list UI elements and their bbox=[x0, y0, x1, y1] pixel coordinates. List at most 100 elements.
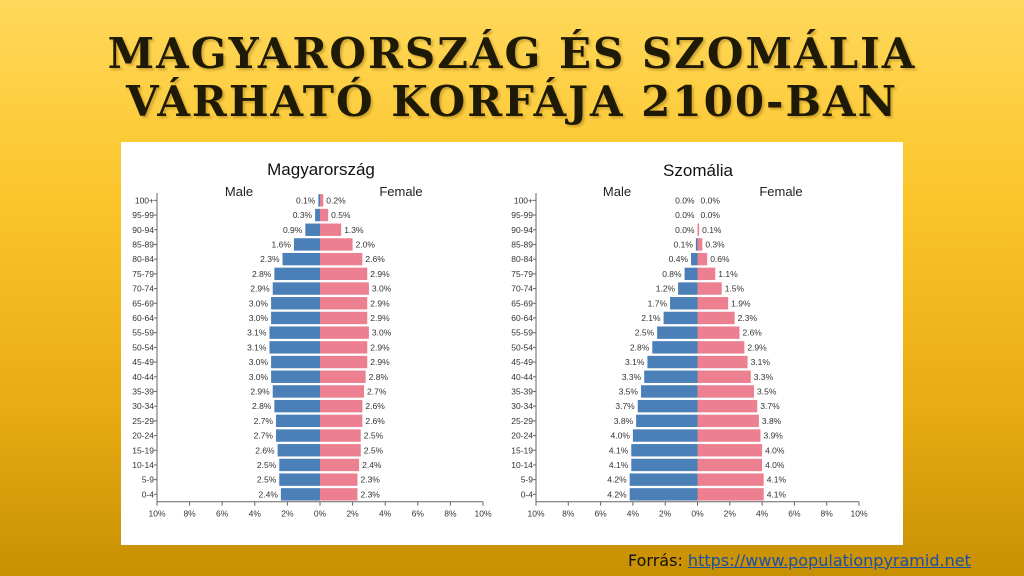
source-link[interactable]: https://www.populationpyramid.net bbox=[687, 551, 971, 570]
hu-female-bar bbox=[320, 341, 368, 354]
so-x-tick-label: 2% bbox=[659, 509, 672, 519]
so-male-bar bbox=[632, 429, 698, 442]
hu-male-bar bbox=[271, 311, 320, 325]
so-age-label: 75-79 bbox=[511, 269, 533, 279]
hu-female-value-label: 2.7% bbox=[367, 386, 387, 396]
so-female-value-label: 2.3% bbox=[738, 313, 758, 323]
hu-male-value-label: 2.7% bbox=[254, 431, 274, 441]
hu-male-bar bbox=[305, 223, 320, 236]
so-female-value-label: 0.0% bbox=[701, 210, 721, 220]
so-female-bar bbox=[697, 488, 764, 501]
so-female-bar bbox=[697, 429, 761, 442]
hu-x-tick-label: 8% bbox=[444, 509, 457, 519]
slide-title: Magyarország és Szomália várható korfája… bbox=[0, 30, 1024, 126]
so-age-label: 100+ bbox=[514, 195, 533, 205]
so-female-value-label: 2.6% bbox=[742, 328, 762, 338]
hu-age-label: 50-54 bbox=[132, 342, 154, 352]
hu-age-label: 95-99 bbox=[132, 210, 154, 220]
chart-panel: Magyarország Male Female 100+ 0.1% 0.2% 95-99 0… bbox=[121, 142, 903, 545]
so-x-tick-label: 8% bbox=[821, 509, 834, 519]
hu-male-bar bbox=[282, 252, 320, 266]
hu-male-value-label: 2.8% bbox=[252, 269, 272, 279]
so-female-value-label: 3.9% bbox=[763, 431, 783, 441]
hu-female-value-label: 3.0% bbox=[372, 284, 392, 294]
hu-male-value-label: 2.5% bbox=[257, 460, 277, 470]
so-male-value-label: 3.8% bbox=[614, 416, 634, 426]
so-female-bar bbox=[697, 267, 716, 281]
hu-female-bar bbox=[320, 297, 368, 310]
so-male-value-label: 2.1% bbox=[641, 313, 661, 323]
so-age-label: 40-44 bbox=[511, 372, 533, 382]
hu-female-value-label: 2.8% bbox=[369, 372, 389, 382]
so-male-value-label: 2.8% bbox=[630, 342, 650, 352]
so-male-value-label: 4.0% bbox=[611, 431, 631, 441]
hu-legend-female: Female bbox=[379, 184, 422, 199]
hu-age-label: 100+ bbox=[135, 195, 154, 205]
hu-male-value-label: 3.1% bbox=[247, 342, 267, 352]
so-male-bar bbox=[636, 414, 698, 428]
so-age-label: 95-99 bbox=[511, 210, 533, 220]
so-male-bar bbox=[637, 399, 698, 413]
hu-female-bar bbox=[320, 414, 363, 428]
so-age-label: 35-39 bbox=[511, 386, 533, 396]
hu-chart-title: Magyarország bbox=[267, 160, 375, 179]
so-male-value-label: 0.4% bbox=[669, 254, 689, 264]
hu-male-bar bbox=[271, 297, 320, 310]
so-female-bar bbox=[697, 252, 708, 266]
population-pyramids: Magyarország Male Female 100+ 0.1% 0.2% 95-99 0… bbox=[132, 160, 868, 519]
hu-age-label: 25-29 bbox=[132, 416, 154, 426]
so-male-bar bbox=[629, 488, 698, 501]
so-x-tick-label: 10% bbox=[850, 509, 867, 519]
so-male-bar bbox=[629, 473, 698, 486]
hu-female-value-label: 2.9% bbox=[370, 269, 390, 279]
hu-male-bar bbox=[269, 326, 320, 339]
hu-male-value-label: 0.9% bbox=[283, 225, 303, 235]
so-chart-title: Szomália bbox=[663, 161, 733, 180]
hu-age-label: 80-84 bbox=[132, 254, 154, 264]
hu-female-value-label: 0.5% bbox=[331, 210, 351, 220]
so-female-bar bbox=[697, 311, 735, 325]
so-male-value-label: 2.5% bbox=[635, 328, 655, 338]
hu-female-bar bbox=[320, 223, 342, 236]
so-female-value-label: 0.3% bbox=[705, 239, 725, 249]
so-male-bar bbox=[631, 444, 698, 457]
hu-female-bar bbox=[320, 399, 363, 413]
so-male-value-label: 4.2% bbox=[607, 489, 627, 499]
so-male-value-label: 0.0% bbox=[675, 225, 695, 235]
source-label: Forrás: bbox=[628, 551, 683, 570]
so-age-label: 55-59 bbox=[511, 328, 533, 338]
hu-x-tick-label: 2% bbox=[281, 509, 294, 519]
so-female-value-label: 0.0% bbox=[701, 195, 721, 205]
so-female-bar bbox=[697, 326, 740, 339]
hu-age-label: 15-19 bbox=[132, 445, 154, 455]
so-female-value-label: 1.5% bbox=[725, 284, 745, 294]
hu-female-bar bbox=[320, 444, 361, 457]
hu-age-label: 20-24 bbox=[132, 431, 154, 441]
so-female-value-label: 4.1% bbox=[767, 489, 787, 499]
hu-x-tick-label: 10% bbox=[474, 509, 491, 519]
so-female-bar bbox=[697, 370, 751, 383]
hu-female-value-label: 2.4% bbox=[362, 460, 382, 470]
hu-x-tick-label: 2% bbox=[346, 509, 359, 519]
hu-male-bar bbox=[271, 370, 320, 383]
so-male-value-label: 1.2% bbox=[656, 284, 676, 294]
so-x-tick-label: 8% bbox=[562, 509, 575, 519]
hu-female-bar bbox=[320, 267, 368, 281]
so-female-value-label: 1.9% bbox=[731, 298, 751, 308]
so-male-value-label: 4.1% bbox=[609, 460, 629, 470]
hu-age-label: 60-64 bbox=[132, 313, 154, 323]
so-legend-female: Female bbox=[759, 184, 802, 199]
so-male-value-label: 0.0% bbox=[675, 210, 695, 220]
so-male-bar bbox=[691, 252, 698, 266]
hu-x-tick-label: 4% bbox=[379, 509, 392, 519]
so-male-value-label: 4.2% bbox=[607, 475, 627, 485]
so-age-label: 70-74 bbox=[511, 284, 533, 294]
so-male-bar bbox=[670, 297, 698, 310]
so-female-bar bbox=[697, 458, 763, 472]
hu-female-value-label: 3.0% bbox=[372, 328, 392, 338]
hu-female-bar bbox=[320, 194, 324, 207]
hu-female-value-label: 2.6% bbox=[365, 416, 385, 426]
hu-male-bar bbox=[269, 341, 320, 354]
so-male-bar bbox=[684, 267, 698, 281]
hu-age-label: 10-14 bbox=[132, 460, 154, 470]
